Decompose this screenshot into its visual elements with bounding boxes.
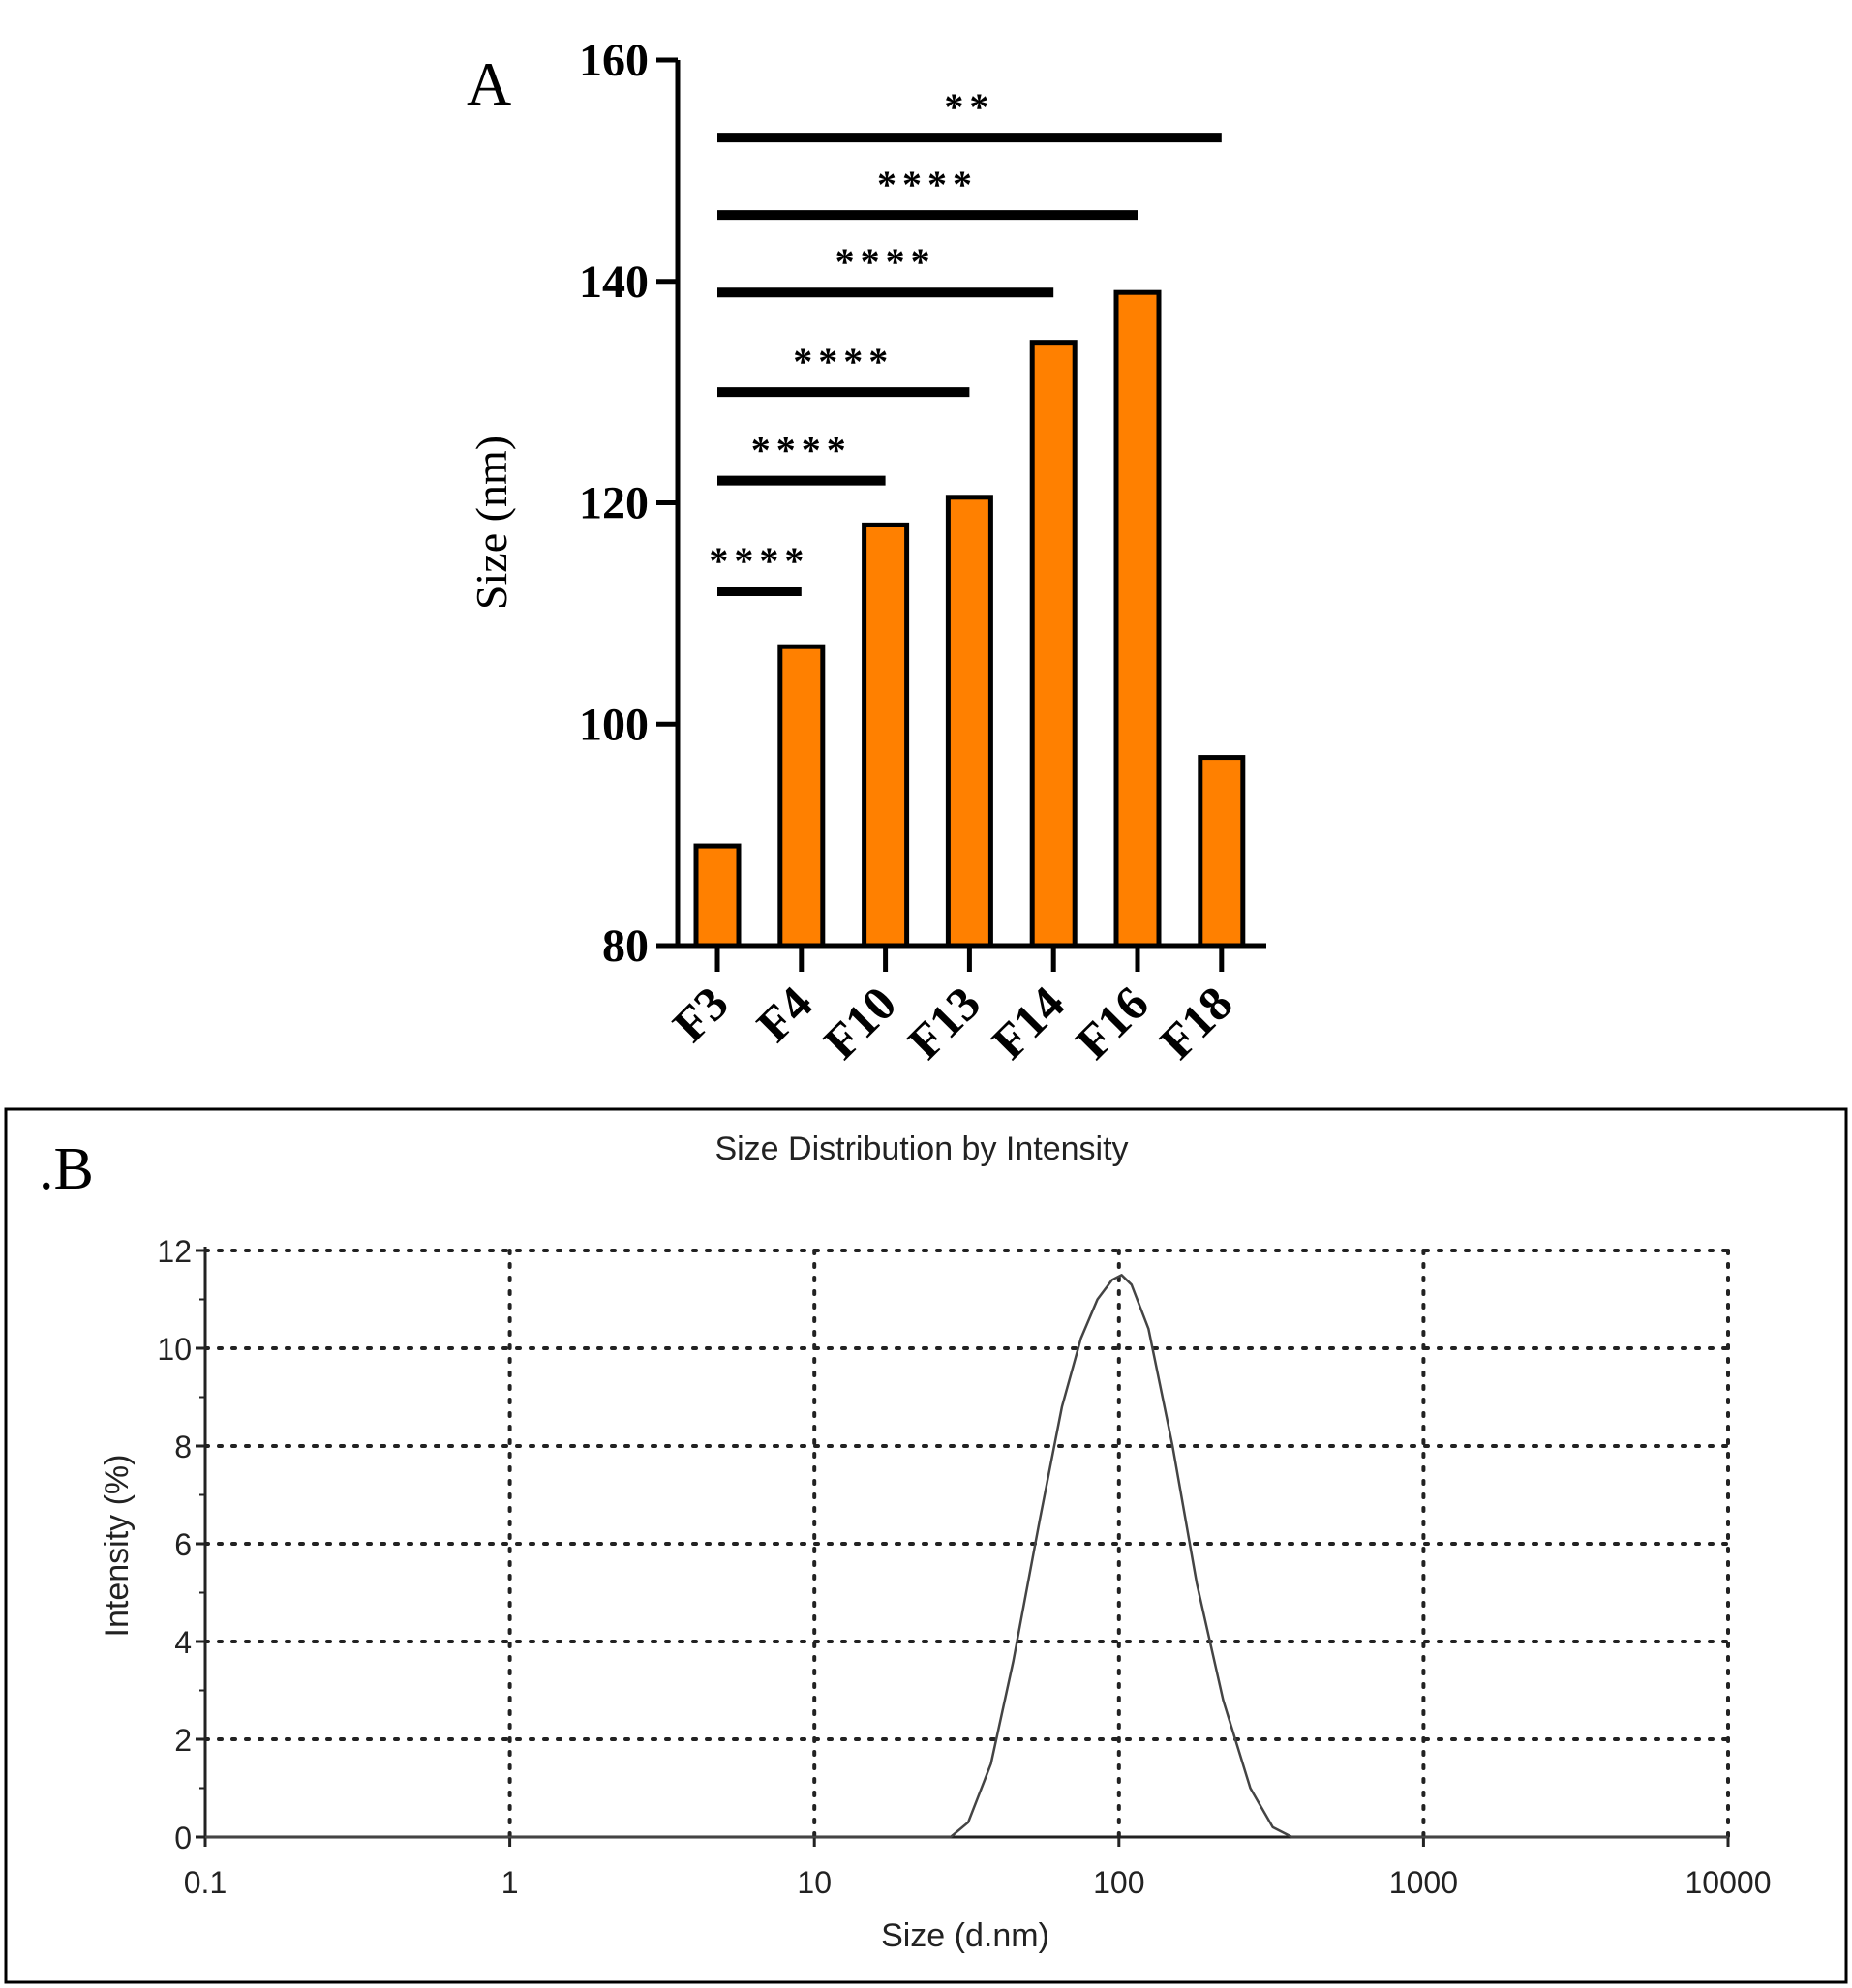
panel-a-bar-f3 [693, 843, 742, 949]
panel-b-y-tick-label: 0 [174, 1821, 192, 1855]
panel-b-y-tick-label: 10 [157, 1332, 192, 1367]
panel-b-line-chart: .B Size Distribution by Intensity Intens… [4, 1107, 1848, 1984]
panel-b-y-tick-label: 4 [174, 1625, 192, 1660]
panel-b-series-line [205, 1274, 1728, 1839]
panel-b-y-tick-label: 12 [157, 1234, 192, 1269]
panel-b-x-tick-label: 1 [501, 1865, 519, 1900]
panel-b-y-tick-label: 2 [174, 1723, 192, 1758]
panel-a-significance-label: **** [751, 429, 852, 472]
panel-a-bar-f16 [1113, 289, 1162, 949]
panel-a-bars [693, 289, 1246, 949]
panel-a-x-tick-label: F4 [746, 976, 823, 1052]
panel-a-x-tick-label: F13 [897, 976, 991, 1069]
panel-a-y-tick-labels: 80 100 120 140 160 [579, 35, 649, 972]
panel-a-y-tick-label: 160 [579, 35, 649, 86]
panel-b-x-tick-labels: 0.1 1 10 100 1000 10000 [184, 1865, 1772, 1900]
panel-b-label: .B [39, 1136, 94, 1202]
panel-a-bar-f18 [1198, 755, 1246, 949]
panel-b-x-tick-label: 100 [1093, 1865, 1144, 1900]
panel-b-frame [4, 1107, 1848, 1984]
panel-a-x-tick-label: F18 [1149, 976, 1243, 1069]
panel-b-x-tick-label: 1000 [1389, 1865, 1458, 1900]
panel-a-bar-chart: A Size (nm) ********************** F3 F4F… [467, 35, 1266, 1069]
panel-a-x-tick-label: F14 [981, 976, 1075, 1069]
panel-a-axes [656, 57, 1266, 972]
panel-b-x-axis-label: Size (d.nm) [881, 1917, 1049, 1954]
panel-b-title: Size Distribution by Intensity [714, 1130, 1128, 1167]
panel-a-significance-label: ** [944, 85, 994, 129]
panel-a-significance-label: **** [835, 240, 936, 284]
panel-a-x-tick-label: F16 [1065, 976, 1159, 1069]
panel-a-x-tick-label: F10 [813, 976, 907, 1069]
panel-b-grid [203, 1249, 1730, 1839]
panel-b-x-tick-label: 0.1 [184, 1865, 227, 1900]
panel-a-significance-label: **** [877, 163, 978, 206]
panel-a-bar-f14 [1029, 340, 1078, 949]
panel-a-label: A [467, 49, 511, 118]
panel-a-y-tick-label: 80 [602, 920, 649, 972]
panel-a-y-tick-label: 120 [579, 478, 649, 529]
panel-a-significance-label: **** [709, 539, 809, 583]
panel-a-y-axis-label: Size (nm) [467, 436, 516, 610]
panel-b-x-tick-label: 10 [797, 1865, 832, 1900]
panel-b-y-tick-label: 6 [174, 1527, 192, 1562]
panel-b-x-tick-label: 10000 [1685, 1865, 1772, 1900]
panel-a-y-tick-label: 100 [579, 699, 649, 750]
panel-b-y-tick-labels: 0 2 4 6 8 10 12 [157, 1234, 192, 1855]
panel-a-y-tick-label: 140 [579, 256, 649, 308]
panel-a-significance-label: **** [793, 340, 894, 383]
panel-b-y-axis-label: Intensity (%) [99, 1455, 136, 1638]
panel-a-bar-f4 [777, 644, 826, 949]
panel-a-x-tick-label: F3 [662, 976, 739, 1052]
panel-b-axes [196, 1247, 1730, 1847]
panel-b-series [205, 1274, 1728, 1839]
panel-a-significance-brackets: ********************** [709, 85, 1222, 596]
panel-a-bar-f10 [862, 522, 910, 949]
panel-b-y-tick-label: 8 [174, 1430, 192, 1464]
panel-a-bar-f13 [945, 495, 993, 949]
